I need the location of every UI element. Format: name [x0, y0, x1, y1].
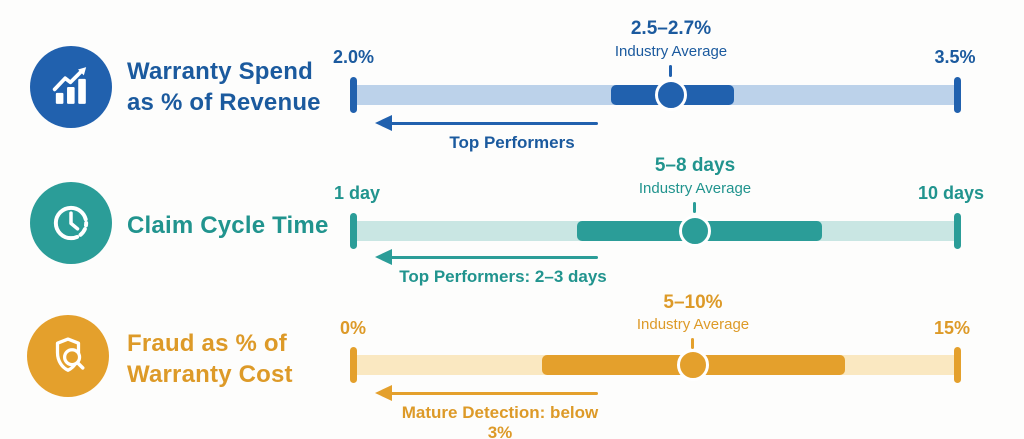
track-max-cap	[954, 213, 961, 249]
axis-min-label: 0%	[340, 318, 367, 338]
pointer-tick	[669, 65, 672, 77]
industry-average-sublabel: Industry Average	[614, 43, 728, 60]
axis-max-label: 10 days	[917, 183, 985, 203]
industry-average-marker	[655, 79, 687, 111]
metric-title-line2: as % of Revenue	[127, 89, 321, 116]
axis-max-label: 3.5%	[934, 47, 976, 67]
industry-average-range-label: 2.5–2.7%	[630, 18, 712, 39]
metric-title: Claim Cycle Time	[127, 210, 367, 241]
left-arrow-line	[388, 392, 598, 395]
left-arrow-head	[375, 115, 392, 131]
pointer-tick	[691, 338, 694, 349]
metric-title: Warranty Spend as % of Revenue	[127, 56, 357, 118]
bar-chart-trend-icon	[30, 46, 112, 128]
track-max-cap	[954, 347, 961, 383]
clock-icon	[30, 182, 112, 264]
industry-average-marker	[677, 349, 709, 381]
metric-title-line2: Warranty Cost	[127, 361, 293, 388]
pointer-tick	[693, 202, 696, 213]
left-arrow-head	[375, 385, 392, 401]
industry-average-marker	[679, 215, 711, 247]
metric-title-line1: Claim Cycle Time	[127, 212, 329, 239]
axis-min-label: 2.0%	[333, 47, 375, 67]
track-min-cap	[350, 347, 357, 383]
track-max-cap	[954, 77, 961, 113]
industry-average-range-label: 5–10%	[663, 292, 723, 313]
benchmark-caption: Top Performers: 2–3 days	[399, 267, 607, 286]
track-min-cap	[350, 77, 357, 113]
axis-min-label: 1 day	[334, 183, 381, 203]
industry-average-sublabel: Industry Average	[636, 316, 750, 333]
metric-title-line1: Warranty Spend	[127, 58, 313, 85]
track-min-cap	[350, 213, 357, 249]
industry-average-range-label: 5–8 days	[654, 155, 736, 176]
metric-title-line1: Fraud as % of	[127, 330, 287, 357]
metric-title: Fraud as % of Warranty Cost	[127, 328, 357, 390]
left-arrow-line	[388, 122, 598, 125]
shield-search-icon	[27, 315, 109, 397]
industry-average-sublabel: Industry Average	[638, 180, 752, 197]
left-arrow-head	[375, 249, 392, 265]
benchmark-caption: Mature Detection: below 3%	[401, 403, 599, 439]
axis-max-label: 15%	[933, 318, 971, 338]
benchmark-caption: Top Performers	[449, 133, 575, 152]
left-arrow-line	[388, 256, 598, 259]
